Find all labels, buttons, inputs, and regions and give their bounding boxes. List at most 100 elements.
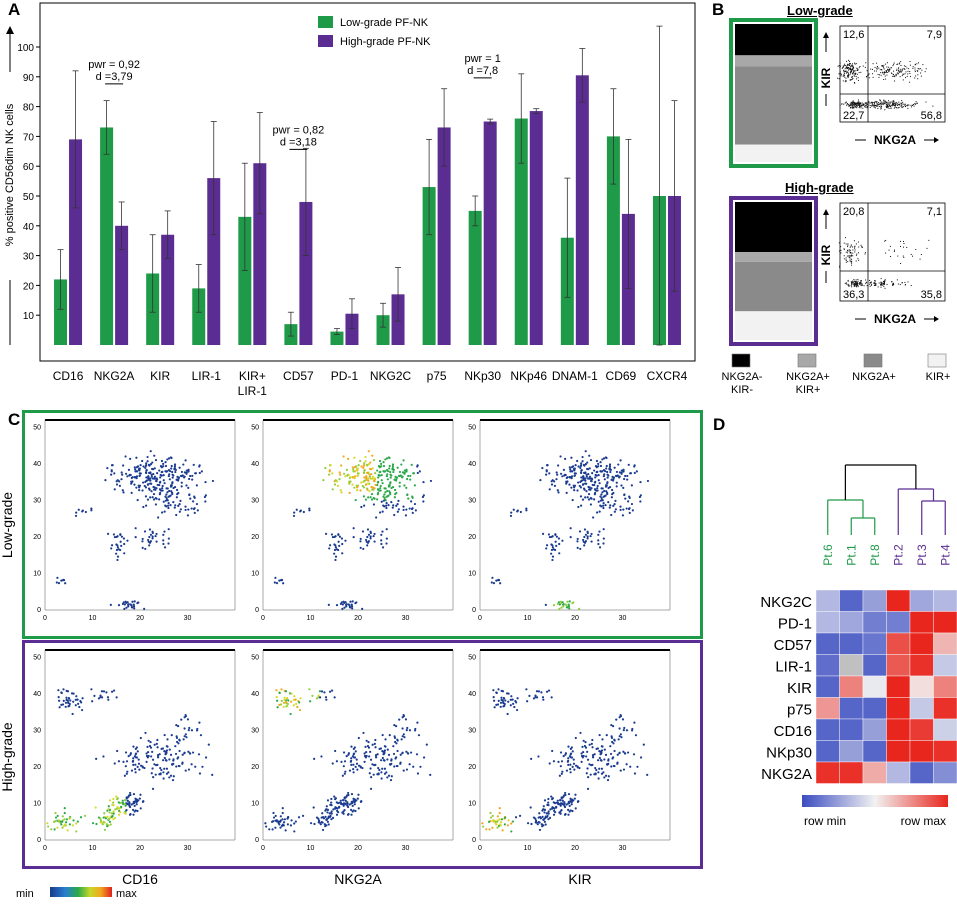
cell-point: [488, 828, 491, 831]
cell-point: [351, 804, 354, 807]
cell-point: [572, 762, 576, 765]
cell-point: [566, 476, 569, 479]
flow-event: [843, 73, 845, 75]
cell-point: [365, 739, 368, 742]
cell-point: [155, 764, 158, 767]
flow-event: [899, 63, 901, 65]
cell-point: [340, 491, 343, 494]
cell-point: [353, 800, 356, 804]
flow-event: [876, 68, 878, 70]
cell-point: [406, 493, 409, 497]
cell-point: [382, 461, 385, 464]
bar-low: [238, 216, 252, 345]
cell-point: [382, 499, 385, 502]
cell-point: [188, 493, 191, 497]
cell-point: [308, 688, 311, 691]
cell-point: [198, 471, 201, 475]
flow-event: [860, 105, 862, 107]
cell-point: [317, 694, 320, 697]
y-tick-label: 40: [33, 691, 41, 698]
flow-event: [901, 103, 903, 105]
cell-point: [396, 749, 399, 753]
cell-point: [558, 542, 561, 546]
flow-event: [857, 99, 859, 101]
cell-point: [156, 738, 159, 742]
cell-point: [622, 750, 625, 753]
cell-point: [121, 801, 125, 804]
cell-point: [387, 753, 391, 756]
flow-event: [863, 285, 865, 287]
cell-point: [620, 736, 623, 739]
stack-segment: [735, 311, 812, 340]
x-tick-label: NKG2C: [370, 369, 412, 383]
flow-event: [920, 72, 922, 74]
flow-event: [847, 279, 849, 281]
flow-event: [888, 100, 890, 102]
cell-point: [381, 733, 384, 737]
heat-cell: [909, 761, 934, 784]
cell-point: [633, 721, 636, 724]
cell-point: [347, 812, 350, 816]
cell-point: [69, 699, 72, 702]
cell-point: [167, 457, 171, 460]
cell-point: [374, 754, 378, 757]
flow-event: [847, 284, 849, 286]
flow-event: [886, 62, 888, 64]
cell-point: [182, 463, 185, 466]
flow-event: [916, 70, 918, 72]
flow-event: [899, 76, 901, 78]
flow-event: [862, 65, 864, 67]
legend-label: NKG2A+: [852, 371, 896, 383]
y-tick-label: 20: [33, 534, 41, 541]
cell-point: [153, 467, 156, 470]
bar-low: [514, 118, 528, 346]
cell-point: [102, 816, 105, 819]
flow-event: [881, 103, 883, 105]
cell-point: [129, 457, 132, 460]
cell-point: [386, 478, 389, 481]
flow-event: [896, 279, 898, 281]
cell-point: [129, 791, 132, 795]
flow-event: [907, 73, 909, 75]
flow-event: [866, 106, 868, 108]
flow-event: [885, 63, 887, 65]
x-tick-label: 30: [619, 845, 627, 852]
cell-point: [132, 605, 136, 608]
cell-point: [496, 703, 500, 706]
flow-event: [895, 103, 897, 105]
cell-point: [514, 816, 518, 819]
power-label: pwr = 0,82: [273, 124, 325, 136]
cell-point: [354, 765, 357, 768]
cell-point: [592, 755, 595, 759]
cell-point: [187, 750, 190, 753]
cell-point: [75, 511, 78, 514]
cell-point: [596, 487, 599, 490]
cell-point: [622, 768, 626, 771]
cell-point: [606, 763, 609, 766]
cell-point: [149, 463, 153, 466]
cell-point: [582, 540, 585, 543]
cell-point: [572, 758, 575, 761]
cell-point: [384, 738, 387, 741]
cell-point: [602, 542, 605, 545]
cell-point: [170, 491, 174, 494]
cell-point: [341, 774, 344, 777]
cell-point: [609, 504, 612, 507]
cell-point: [614, 499, 617, 503]
flow-event: [877, 103, 879, 105]
flow-event: [861, 283, 863, 285]
cell-point: [359, 800, 362, 803]
cell-point: [169, 753, 173, 756]
legend-label: KIR-: [731, 384, 753, 396]
flow-event: [883, 101, 885, 103]
flow-event: [883, 64, 885, 66]
flow-event: [848, 250, 850, 252]
cell-point: [567, 802, 570, 805]
flow-event: [893, 100, 895, 102]
cell-point: [135, 800, 138, 804]
cell-point: [380, 533, 383, 536]
flow-event: [877, 105, 879, 107]
cell-point: [555, 478, 558, 481]
cell-point: [112, 689, 116, 692]
cell-point: [328, 547, 331, 550]
